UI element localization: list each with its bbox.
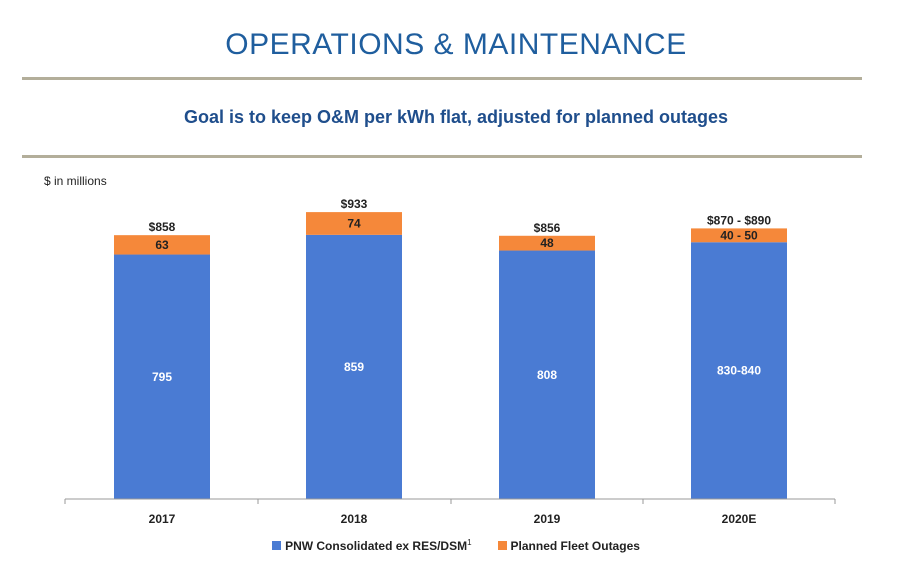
x-tick-label: 2017	[149, 512, 176, 526]
bar-outage-label: 48	[540, 236, 554, 250]
legend-swatch-outage	[497, 541, 507, 550]
legend-label-outage: Planned Fleet Outages	[510, 538, 640, 553]
legend-item-base: PNW Consolidated ex RES/DSM1	[272, 538, 472, 553]
bar-outage	[114, 235, 210, 255]
bar-base	[114, 254, 210, 499]
x-axis-labels: 2017 2018 2019 2020E	[149, 512, 757, 526]
units-label: $ in millions	[44, 174, 107, 188]
bar-base-label: 808	[537, 368, 557, 382]
bar-base-label: 830-840	[717, 364, 761, 378]
bar-total-label: $933	[341, 197, 368, 211]
bar-outage-label: 74	[347, 216, 361, 230]
page-title: OPERATIONS & MAINTENANCE	[225, 28, 687, 61]
x-tick-label: 2018	[341, 512, 368, 526]
legend-label-base: PNW Consolidated ex RES/DSM1	[285, 538, 472, 553]
bar-outage-label: 40 - 50	[720, 228, 758, 242]
bar-base-label: 859	[344, 360, 364, 374]
legend-swatch-base	[272, 541, 282, 550]
chart-legend: PNW Consolidated ex RES/DSM1 Planned Fle…	[0, 538, 912, 553]
bar-base	[306, 234, 402, 500]
x-axis-ticks	[64, 499, 836, 504]
bar-outage	[691, 228, 787, 243]
bar-outage-label: 63	[155, 238, 169, 252]
top-divider	[22, 77, 862, 80]
bar-base	[499, 250, 595, 499]
bar-total-label: $870 - $890	[707, 213, 771, 227]
legend-item-outage: Planned Fleet Outages	[497, 538, 640, 553]
bar-total-label: $858	[149, 220, 176, 234]
bar-outage	[306, 212, 402, 235]
page-subtitle: Goal is to keep O&M per kWh flat, adjust…	[183, 107, 729, 127]
bar-base	[691, 242, 787, 500]
bars-group: 795 63 $858 859 74 $933 808 48$856 830-840 40 - 5…	[114, 197, 787, 500]
bottom-divider	[22, 155, 862, 158]
x-tick-label: 2019	[534, 512, 561, 526]
bar-base-label: 795	[152, 370, 172, 384]
bar-total-label: $856	[534, 221, 561, 235]
bar-outage	[499, 235, 595, 251]
x-tick-label: 2020E	[722, 512, 757, 526]
